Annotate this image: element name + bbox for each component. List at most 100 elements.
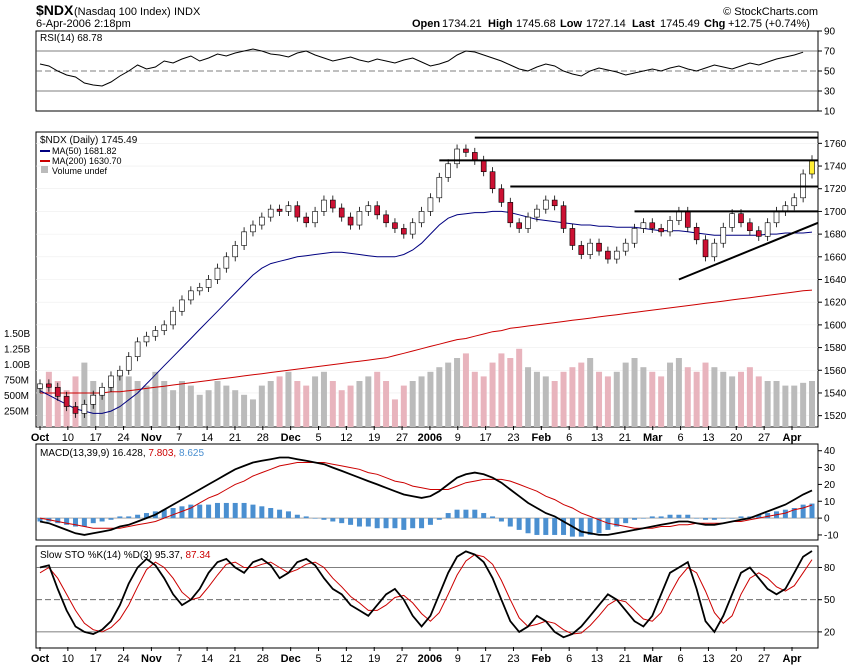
candle bbox=[241, 231, 247, 246]
candle bbox=[170, 310, 176, 326]
candle bbox=[542, 199, 549, 210]
macd-histogram-bar bbox=[356, 518, 362, 527]
x-tick-label: 28 bbox=[257, 653, 269, 665]
volume-bar bbox=[347, 385, 354, 427]
trendline bbox=[678, 221, 819, 281]
macd-histogram-bar bbox=[676, 514, 682, 519]
candle bbox=[613, 250, 620, 260]
volume-bar bbox=[445, 362, 452, 427]
sto-tick-label: 50 bbox=[824, 595, 836, 606]
macd-histogram-bar bbox=[108, 518, 114, 520]
x-tick-label: Oct bbox=[31, 432, 50, 444]
volume-bar bbox=[533, 371, 540, 427]
volume-bar bbox=[525, 367, 532, 427]
chg-label: Chg bbox=[704, 18, 725, 30]
x-tick-label: Apr bbox=[783, 432, 803, 444]
x-tick-label: 7 bbox=[176, 653, 182, 665]
macd-histogram-bar bbox=[427, 518, 433, 525]
x-tick-label: 13 bbox=[591, 653, 603, 665]
x-tick-label: 27 bbox=[758, 653, 770, 665]
x-axis-bottom: Oct 10 17 24 Nov 7 14 21 28 Dec 5 12 19 27 2006 9 17 23 Fe… bbox=[31, 647, 802, 665]
x-tick-label: 27 bbox=[396, 432, 408, 444]
sto-label-part: 87.34 bbox=[185, 550, 210, 561]
candle bbox=[436, 177, 443, 199]
volume-bar bbox=[436, 367, 443, 427]
x-tick-label: 13 bbox=[591, 432, 603, 444]
candle bbox=[312, 211, 318, 224]
macd-histogram-bar bbox=[401, 518, 407, 530]
macd-tick-label: -10 bbox=[824, 530, 839, 541]
volume-bar bbox=[471, 371, 478, 427]
volume-bar bbox=[409, 381, 416, 427]
macd-histogram-bar bbox=[800, 504, 806, 519]
macd-histogram-bar bbox=[667, 514, 673, 519]
high-value: 1745.68 bbox=[516, 18, 556, 30]
candle bbox=[143, 335, 150, 343]
x-tick-label: 6 bbox=[566, 432, 572, 444]
macd-histogram-bar bbox=[490, 516, 496, 519]
macd-histogram-bar bbox=[161, 509, 167, 519]
volume-bar bbox=[356, 381, 363, 427]
x-tick-label: 23 bbox=[507, 432, 519, 444]
volume-bar bbox=[116, 371, 123, 427]
x-tick-label: 19 bbox=[368, 432, 380, 444]
volume-bar bbox=[746, 367, 753, 427]
x-tick-label: Feb bbox=[532, 653, 552, 665]
volume-bar bbox=[383, 381, 390, 427]
macd-label-part: 16.428, bbox=[112, 448, 148, 459]
macd-histogram-bar bbox=[436, 518, 442, 520]
x-tick-label: 24 bbox=[117, 653, 129, 665]
candle bbox=[454, 148, 460, 165]
volume-bar bbox=[329, 381, 336, 427]
candle bbox=[276, 208, 283, 212]
last-value: 1745.49 bbox=[660, 18, 700, 30]
volume-bar bbox=[81, 362, 88, 427]
price-tick-label: 1640 bbox=[824, 275, 847, 286]
candle bbox=[81, 404, 88, 414]
volume-bar bbox=[303, 385, 310, 427]
macd-histogram-bar bbox=[507, 518, 513, 527]
macd-label-part: 8.625 bbox=[179, 448, 204, 459]
volume-bar bbox=[205, 390, 212, 427]
price-tick-label: 1700 bbox=[824, 207, 847, 218]
volume-bar bbox=[631, 358, 638, 427]
panel-frame bbox=[35, 443, 819, 541]
volume-tick-label: 250M bbox=[4, 407, 29, 418]
candle bbox=[649, 222, 656, 229]
x-tick-label: 10 bbox=[62, 653, 74, 665]
candle bbox=[250, 224, 256, 233]
candle bbox=[152, 330, 159, 337]
macd-histogram-bar bbox=[765, 513, 771, 519]
macd-histogram-bar bbox=[170, 508, 176, 519]
x-tick-label: 7 bbox=[176, 432, 182, 444]
candle bbox=[161, 324, 168, 331]
candle bbox=[54, 386, 61, 397]
macd-histogram-bar bbox=[525, 518, 531, 534]
macd-histogram-bar bbox=[614, 518, 620, 527]
volume-bar bbox=[258, 385, 265, 427]
high-label: High bbox=[488, 18, 513, 30]
volume-bar bbox=[773, 381, 780, 427]
x-tick-label: 9 bbox=[455, 432, 461, 444]
macd-histogram-bar bbox=[188, 504, 194, 519]
macd-histogram-bar bbox=[143, 513, 149, 519]
volume-bar bbox=[675, 358, 682, 427]
volume-bar bbox=[578, 362, 585, 427]
candle bbox=[534, 208, 540, 218]
candle bbox=[622, 242, 629, 252]
candle bbox=[631, 228, 638, 244]
price-tick-label: 1740 bbox=[824, 162, 847, 173]
price-tick-label: 1720 bbox=[824, 184, 847, 195]
sto-k-line bbox=[39, 550, 813, 639]
macd-histogram-bar bbox=[303, 516, 309, 519]
price-tick-label: 1520 bbox=[824, 411, 847, 422]
ma200-line bbox=[40, 289, 813, 394]
macd-histogram-bar bbox=[445, 513, 451, 519]
rsi-label: RSI(14) 68.78 bbox=[40, 33, 103, 44]
x-tick-label: 20 bbox=[730, 432, 742, 444]
volume-legend: Volume undef bbox=[52, 166, 108, 176]
volume-bar bbox=[152, 371, 159, 427]
candle bbox=[587, 242, 593, 255]
macd-histogram-bar bbox=[294, 514, 300, 519]
